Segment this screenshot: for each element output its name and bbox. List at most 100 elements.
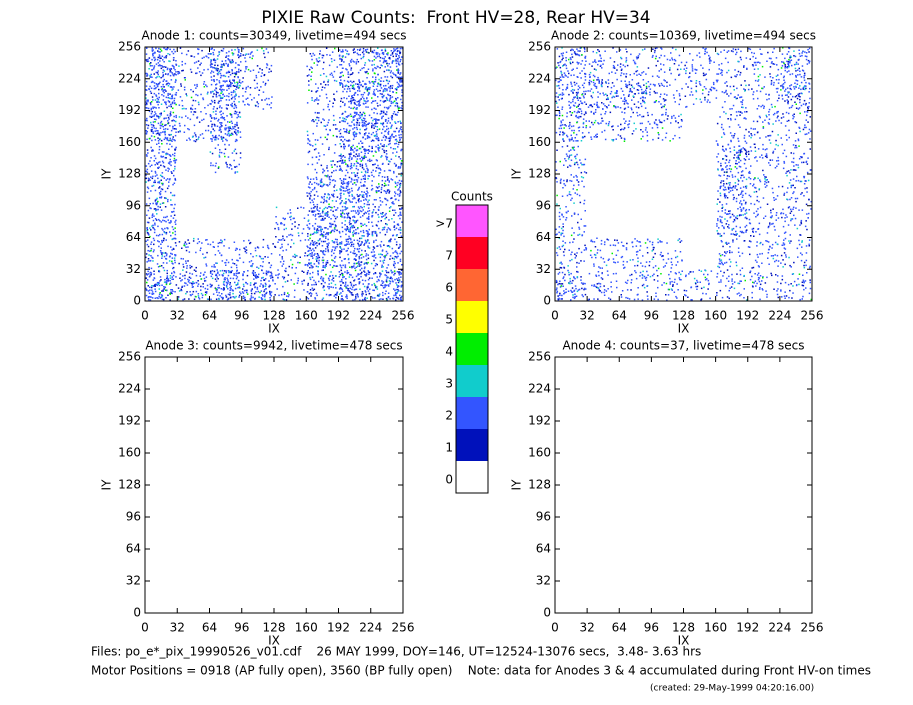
pixel-dot <box>320 215 322 217</box>
pixel-dot <box>255 275 257 277</box>
pixel-dot <box>170 215 172 217</box>
pixel-dot <box>254 275 256 277</box>
pixel-dot <box>333 93 335 95</box>
pixel-dot <box>221 116 224 119</box>
pixel-dot <box>239 291 241 293</box>
pixel-dot <box>348 130 350 133</box>
pixel-dot <box>348 276 351 278</box>
pixel-dot <box>167 280 169 282</box>
pixel-dot <box>330 164 333 166</box>
pixel-dot <box>348 200 351 202</box>
pixel-dot <box>281 258 284 260</box>
pixel-dot <box>359 216 362 218</box>
pixel-dot <box>397 181 399 184</box>
pixel-dot <box>395 135 397 137</box>
pixel-dot <box>239 152 242 154</box>
pixel-dot <box>174 179 177 181</box>
pixel-dot <box>204 280 206 282</box>
pixel-dot <box>152 68 155 70</box>
pixel-dot <box>574 293 576 295</box>
pixel-dot <box>395 89 398 91</box>
pixel-dot <box>354 232 356 235</box>
pixel-dot <box>265 292 267 295</box>
pixel-dot <box>318 280 320 283</box>
pixel-dot <box>330 282 333 284</box>
pixel-dot <box>347 71 349 73</box>
pixel-dot <box>400 290 402 293</box>
pixel-dot <box>310 207 313 210</box>
pixel-dot <box>344 145 346 148</box>
pixel-dot <box>212 136 215 139</box>
pixel-dot <box>361 159 364 161</box>
pixel-dot <box>361 67 363 70</box>
pixel-dot <box>166 139 169 141</box>
pixel-dot <box>388 181 390 183</box>
pixel-dot <box>384 48 387 50</box>
pixel-dot <box>153 87 155 90</box>
pixel-dot <box>227 76 230 78</box>
pixel-dot <box>391 52 394 54</box>
pixel-dot <box>251 57 253 60</box>
pixel-dot <box>565 288 567 290</box>
pixel-dot <box>349 60 352 62</box>
pixel-dot <box>341 200 343 202</box>
pixel-dot <box>253 278 255 280</box>
pixel-dot <box>252 271 255 273</box>
pixel-dot <box>395 292 397 294</box>
pixel-dot <box>165 179 167 181</box>
pixel-dot <box>280 294 283 296</box>
pixel-dot <box>226 71 228 74</box>
pixel-dot <box>388 160 390 162</box>
pixel-dot <box>378 53 381 55</box>
pixel-dot <box>147 177 150 180</box>
pixel-dot <box>391 118 393 121</box>
pixel-dot <box>347 228 350 231</box>
pixel-dot <box>344 156 346 158</box>
pixel-dot <box>263 293 266 296</box>
pixel-dot <box>371 125 373 127</box>
pixel-dot <box>364 118 366 120</box>
pixel-dot <box>149 250 151 252</box>
pixel-dot <box>393 111 396 113</box>
pixel-dot <box>357 209 359 212</box>
pixel-dot <box>336 292 338 294</box>
pixel-dot <box>201 133 204 135</box>
pixel-dot <box>360 200 362 202</box>
pixel-dot <box>357 244 360 246</box>
pixel-dot <box>341 156 343 158</box>
pixel-dot <box>354 269 357 272</box>
pixel-dot <box>325 47 328 49</box>
pixel-dot <box>214 136 217 138</box>
pixel-dot <box>350 210 353 212</box>
pixel-dot <box>386 176 389 178</box>
pixel-dot <box>352 149 354 151</box>
pixel-dot <box>163 166 166 168</box>
pixel-dot <box>321 259 324 262</box>
pixel-dot <box>342 209 344 211</box>
pixel-dot <box>323 154 325 156</box>
pixel-dot <box>349 273 351 276</box>
pixel-dot <box>155 198 158 201</box>
pixel-dot <box>306 75 309 77</box>
pixel-dot <box>370 159 373 162</box>
pixel-dot <box>166 48 169 50</box>
pixel-dot <box>322 68 324 70</box>
pixel-dot <box>398 280 401 282</box>
pixel-dot <box>382 110 385 113</box>
pixel-dot <box>382 212 384 214</box>
pixel-dot <box>289 216 291 218</box>
pixel-dot <box>374 163 376 165</box>
pixel-dot <box>313 228 316 231</box>
pixel-dot <box>383 59 386 62</box>
pixel-dot <box>382 61 385 64</box>
pixel-dot <box>307 151 310 154</box>
pixel-dot <box>352 243 355 245</box>
pixel-dot <box>316 228 319 230</box>
pixel-dot <box>158 88 160 91</box>
pixel-dot <box>314 111 317 114</box>
pixel-dot <box>399 186 401 188</box>
pixel-dot <box>152 130 154 133</box>
pixel-dot <box>146 99 148 101</box>
pixel-dot <box>228 167 230 169</box>
pixel-dot <box>163 110 166 112</box>
